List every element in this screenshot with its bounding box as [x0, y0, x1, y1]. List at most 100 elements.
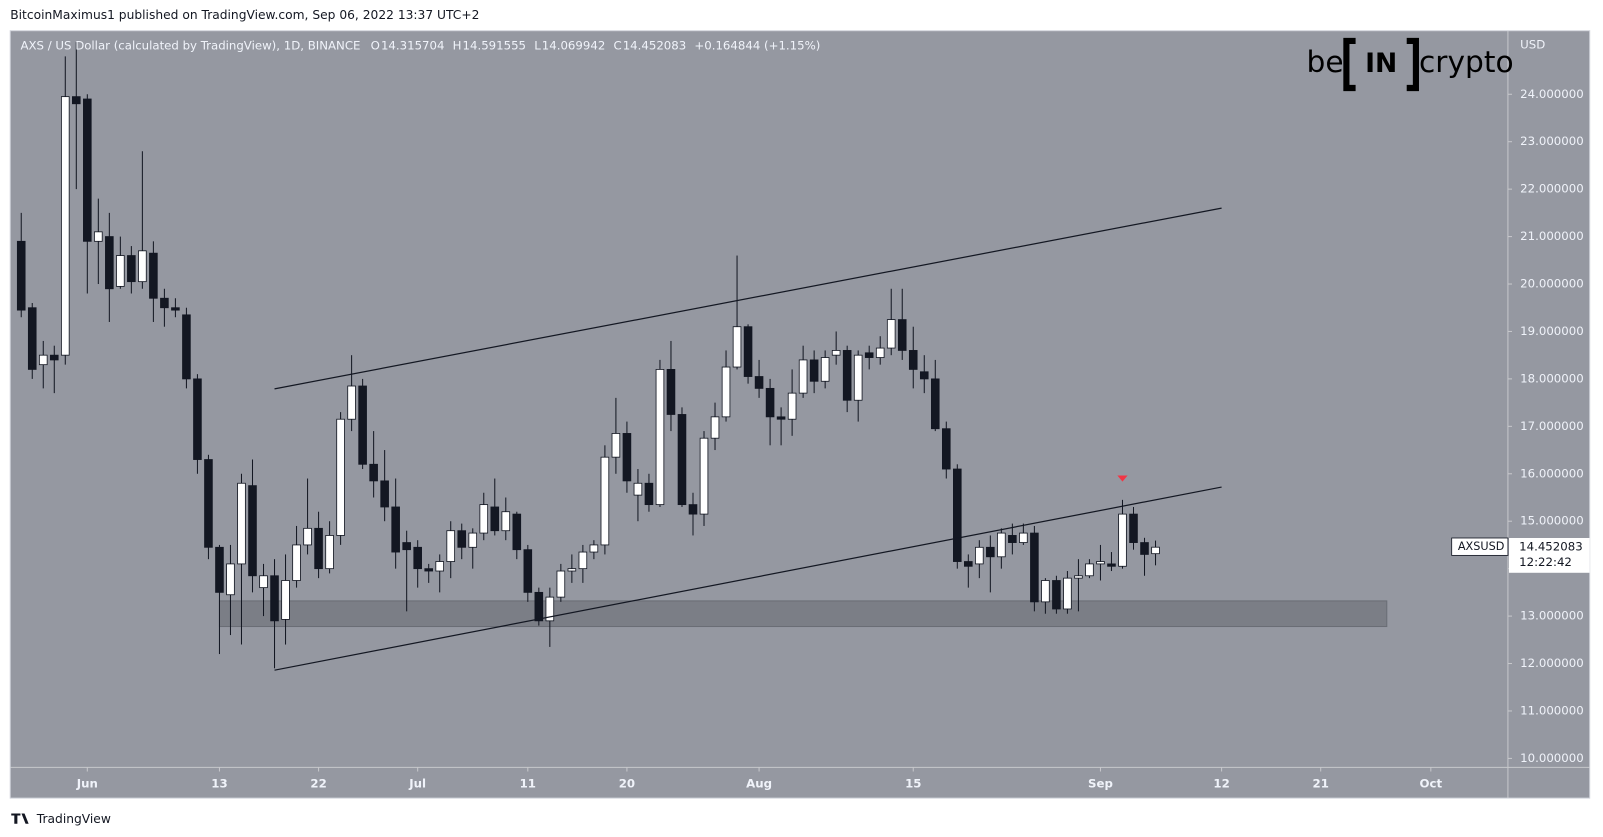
last-price: 14.452083 — [1519, 540, 1583, 554]
candle-body — [226, 563, 235, 596]
candle-body — [699, 437, 709, 515]
x-tick-label: Oct — [1420, 776, 1443, 790]
candle-body — [72, 96, 81, 105]
candle-body — [60, 96, 70, 356]
byline: BitcoinMaximus1 published on TradingView… — [10, 8, 479, 22]
candle-body — [732, 326, 742, 368]
candle-body — [545, 596, 555, 622]
candle-body — [1063, 577, 1072, 610]
logo: be IN crypto — [1307, 37, 1514, 92]
y-tick-label: 12.000000 — [1520, 656, 1584, 670]
candle-body — [83, 98, 92, 242]
candle-body — [589, 544, 599, 553]
y-tick-label: 23.000000 — [1520, 134, 1584, 148]
candle-body — [1107, 563, 1116, 567]
candle-body — [908, 350, 918, 370]
trend-line — [274, 207, 1222, 390]
candle-body — [1030, 532, 1039, 603]
frame — [9, 30, 1591, 799]
candle-body — [248, 485, 257, 577]
candle-body — [919, 371, 929, 380]
candle-body — [986, 546, 995, 558]
candle-body — [138, 250, 147, 283]
candle-body — [116, 255, 125, 287]
candle-body — [325, 535, 334, 570]
candle-body — [49, 354, 59, 361]
candle-body — [677, 414, 687, 506]
x-tick-label: Sep — [1088, 776, 1113, 790]
candle-body — [336, 418, 345, 536]
candle-body — [369, 463, 378, 482]
candle-body — [622, 433, 632, 482]
y-tick-label: 10.000000 — [1520, 751, 1584, 765]
candle-body — [457, 530, 467, 548]
candle-body — [864, 352, 874, 358]
candle-body — [1151, 546, 1160, 555]
ohlc-value: 14.591555 — [463, 39, 527, 53]
candle-body — [281, 580, 290, 620]
symbol-tag-text: AXSUSD — [1458, 540, 1505, 553]
candle-body — [94, 231, 103, 242]
x-tick-label: 21 — [1313, 776, 1329, 790]
candle-body — [853, 354, 863, 401]
y-tick-label: 13.000000 — [1520, 609, 1584, 623]
candle-body — [975, 546, 984, 565]
symbol-title: AXS / US Dollar (calculated by TradingVi… — [20, 39, 360, 53]
candle-body — [402, 542, 411, 551]
candle-body — [941, 428, 951, 470]
x-tick-label: 12 — [1213, 776, 1229, 790]
candle-body — [1140, 542, 1149, 555]
candle-body — [820, 357, 830, 382]
x-tick-label: 15 — [905, 776, 921, 790]
candle-body — [523, 549, 533, 593]
x-tick-label: Jul — [408, 776, 426, 790]
price-tag — [1508, 537, 1590, 573]
logo-bracket — [1343, 37, 1419, 92]
x-tick-label: 22 — [310, 776, 326, 790]
candle-body — [105, 236, 114, 290]
candle-body — [666, 369, 676, 415]
candle-body — [16, 240, 26, 311]
candle-body — [27, 307, 37, 370]
ohlc-value: 14.315704 — [381, 39, 445, 53]
ohlc-key: L — [534, 39, 541, 53]
candle-body — [391, 506, 400, 553]
candle-body — [127, 255, 136, 283]
x-tick-label: 20 — [619, 776, 635, 790]
candle-body — [270, 575, 279, 622]
y-tick-label: 18.000000 — [1520, 371, 1584, 385]
candle-body — [347, 385, 356, 420]
candle-body — [303, 527, 312, 546]
y-tick-label: 24.000000 — [1520, 87, 1584, 101]
candle-body — [765, 387, 775, 418]
candle-body — [754, 376, 764, 389]
candle-body — [964, 561, 973, 567]
y-tick-label: 20.000000 — [1520, 277, 1584, 291]
candle-body — [875, 347, 885, 358]
ohlc-key: H — [453, 39, 462, 53]
candle-body — [930, 378, 940, 430]
candle-body — [644, 482, 654, 506]
ohlc-key: C — [613, 39, 621, 53]
candle-body — [567, 568, 577, 572]
candle-body — [380, 480, 389, 508]
y-tick-label: 19.000000 — [1520, 324, 1584, 338]
y-tick-label: 11.000000 — [1520, 703, 1584, 717]
candle-body — [798, 359, 808, 394]
candle-body — [413, 546, 422, 570]
candle-body — [897, 319, 907, 351]
candle-body — [1118, 513, 1127, 567]
y-tick-label: 17.000000 — [1520, 419, 1584, 433]
candle-body — [1041, 580, 1050, 603]
y-tick-label: 22.000000 — [1520, 182, 1584, 196]
x-tick-label: 11 — [520, 776, 536, 790]
ohlc-key: O — [371, 39, 380, 53]
candle-body — [193, 378, 202, 460]
candle-body — [490, 506, 500, 532]
candle-body — [468, 532, 478, 548]
candle-body — [831, 350, 841, 356]
candle-body — [1052, 580, 1061, 610]
candle-body — [611, 433, 621, 458]
y-axis-label: USD — [1520, 38, 1545, 52]
